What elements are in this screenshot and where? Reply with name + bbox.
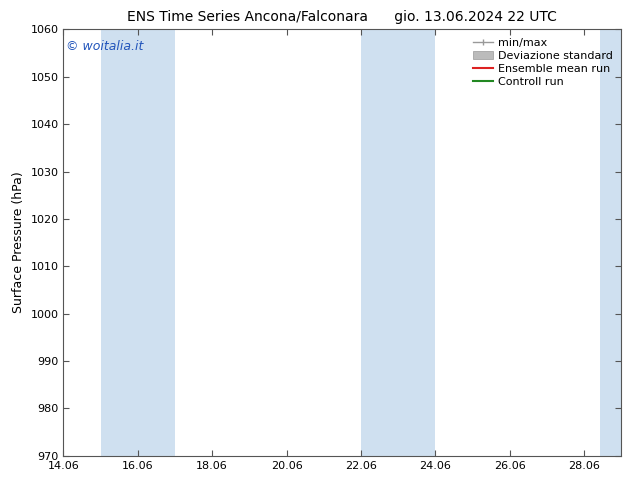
Bar [361, 29, 436, 456]
Bar [101, 29, 175, 456]
Y-axis label: Surface Pressure (hPa): Surface Pressure (hPa) [12, 172, 25, 314]
Bar [600, 29, 623, 456]
Title: ENS Time Series Ancona/Falconara      gio. 13.06.2024 22 UTC: ENS Time Series Ancona/Falconara gio. 13… [127, 10, 557, 24]
Legend: min/max, Deviazione standard, Ensemble mean run, Controll run: min/max, Deviazione standard, Ensemble m… [470, 35, 616, 90]
Text: © woitalia.it: © woitalia.it [66, 40, 143, 53]
